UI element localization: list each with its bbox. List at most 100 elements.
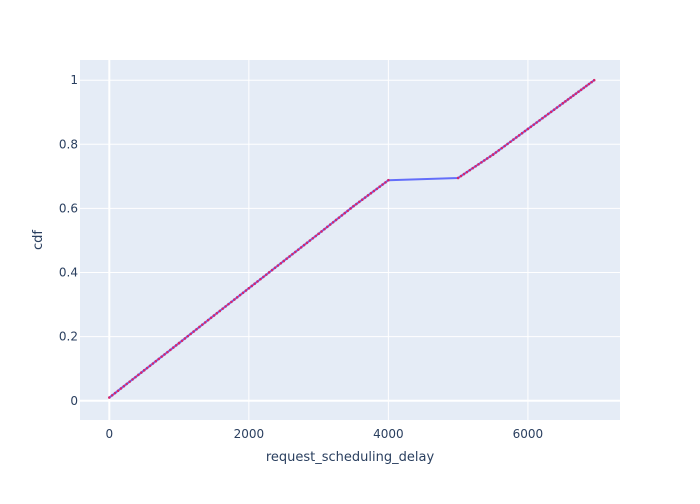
data-point — [491, 153, 495, 156]
data-point — [247, 286, 251, 290]
data-point — [503, 144, 506, 148]
data-point — [238, 293, 242, 297]
data-point — [166, 350, 169, 354]
data-point — [471, 166, 474, 170]
data-point — [337, 216, 341, 219]
data-point — [520, 131, 524, 135]
data-point — [131, 378, 134, 381]
data-point — [180, 339, 184, 343]
data-point — [331, 220, 335, 224]
data-point — [532, 123, 536, 126]
data-point — [579, 88, 583, 92]
data-point — [497, 148, 501, 152]
data-point — [305, 241, 309, 245]
data-point — [485, 157, 489, 160]
data-point — [221, 307, 224, 310]
x-tick-label: 0 — [105, 427, 113, 441]
data-point — [154, 359, 158, 363]
data-point — [296, 248, 300, 251]
series-layer — [108, 78, 596, 399]
data-point — [546, 112, 550, 116]
data-point — [509, 140, 512, 144]
data-point — [108, 396, 111, 399]
data-point — [538, 119, 541, 122]
data-point — [198, 325, 201, 329]
data-point — [302, 243, 306, 247]
data-point — [189, 332, 192, 336]
data-point — [459, 174, 463, 178]
data-point — [346, 209, 349, 213]
data-point — [264, 273, 268, 276]
data-point — [119, 387, 123, 390]
y-tick-label: 0.4 — [59, 266, 78, 280]
data-point — [363, 196, 367, 199]
y-tick-label: 0 — [70, 394, 78, 408]
data-point — [387, 178, 390, 182]
data-point — [253, 282, 256, 286]
data-point — [477, 163, 480, 166]
data-point — [561, 101, 565, 105]
data-point — [183, 337, 187, 340]
data-point — [480, 161, 483, 164]
data-point — [468, 168, 472, 172]
data-point — [148, 364, 152, 368]
data-point — [587, 82, 591, 86]
data-point — [244, 289, 248, 292]
x-tick-label: 2000 — [234, 427, 265, 441]
data-point — [279, 261, 283, 265]
data-point — [171, 346, 175, 349]
data-point — [526, 127, 530, 131]
data-point — [384, 181, 387, 184]
data-point — [235, 296, 239, 299]
data-point — [125, 382, 129, 386]
data-point — [552, 108, 556, 111]
data-point — [372, 189, 376, 193]
y-tick-label: 0.8 — [59, 137, 78, 151]
data-point — [291, 252, 294, 256]
data-point — [334, 218, 338, 222]
data-point — [160, 355, 163, 358]
data-point — [282, 259, 286, 263]
data-point — [590, 80, 593, 84]
data-point — [462, 172, 466, 176]
data-point — [549, 110, 553, 114]
data-point — [488, 155, 492, 158]
data-point — [142, 369, 146, 372]
x-axis-title: request_scheduling_delay — [266, 450, 435, 465]
data-point — [569, 96, 572, 99]
data-point — [151, 362, 155, 365]
data-point — [564, 100, 567, 103]
data-point — [241, 291, 245, 295]
data-point — [224, 305, 227, 308]
data-point — [227, 302, 230, 306]
data-point — [349, 207, 352, 210]
data-point — [308, 239, 312, 242]
data-point — [381, 183, 384, 186]
data-point — [128, 380, 131, 383]
data-point — [273, 266, 277, 270]
data-point — [233, 298, 236, 301]
data-point — [192, 330, 195, 333]
data-point — [506, 142, 509, 146]
data-point — [465, 170, 469, 174]
data-point — [256, 280, 259, 283]
data-point — [585, 84, 588, 88]
data-point — [320, 230, 323, 233]
data-point — [474, 164, 477, 168]
data-point — [323, 227, 326, 231]
data-point — [209, 316, 213, 320]
y-tick-label: 1 — [70, 73, 78, 87]
data-point — [203, 321, 207, 324]
data-point — [544, 114, 547, 118]
data-point — [134, 375, 137, 379]
data-point — [352, 204, 355, 208]
data-point — [201, 323, 204, 326]
data-point — [328, 223, 332, 226]
data-point — [186, 334, 190, 338]
y-tick-label: 0.2 — [59, 330, 78, 344]
data-point — [360, 198, 364, 201]
data-point — [378, 185, 381, 189]
data-point — [195, 327, 198, 331]
